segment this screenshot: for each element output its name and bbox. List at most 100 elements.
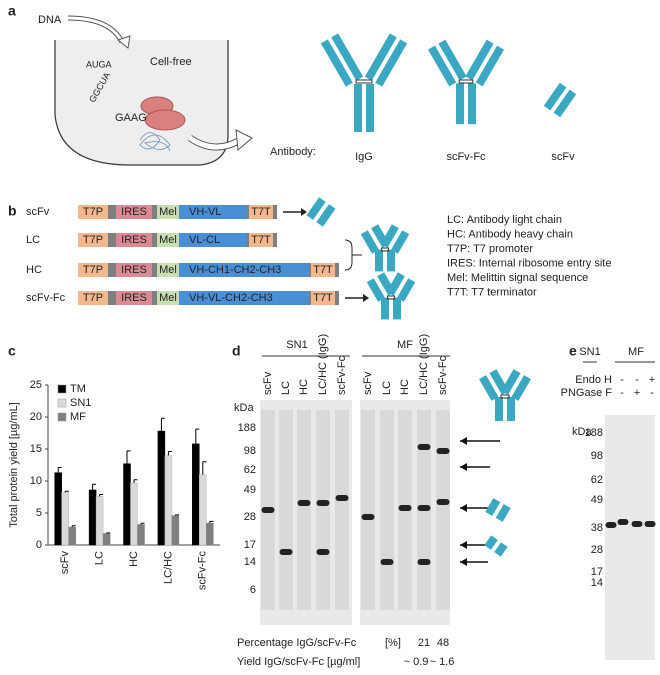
- panel-label: e: [569, 343, 577, 359]
- segment-label: Mel: [159, 292, 177, 304]
- lane-smear: [380, 410, 394, 610]
- lane-label: HC: [399, 379, 411, 395]
- marker-label: 14: [591, 577, 603, 589]
- error-bar: [209, 520, 214, 524]
- marker-label: 98: [244, 445, 256, 457]
- format-label: scFv-Fc: [446, 151, 486, 163]
- marker-label: 17: [591, 566, 603, 578]
- segment-label: T7T: [313, 292, 333, 304]
- legend-label: MF: [70, 411, 86, 423]
- bar: [88, 489, 97, 546]
- segment-label: T7T: [251, 234, 271, 246]
- segment-label: VH-VL-CH2-CH3: [189, 292, 273, 304]
- arrow-head: [460, 558, 467, 566]
- bar: [171, 515, 180, 546]
- antibody-domain: [494, 542, 508, 557]
- percentage-value: 21: [418, 637, 430, 649]
- gel-band: [335, 495, 349, 501]
- treatment-sign: -: [620, 387, 624, 399]
- gel: [605, 415, 655, 660]
- gel-band: [261, 507, 275, 513]
- segment: [179, 263, 309, 277]
- antibody-domain: [387, 249, 395, 272]
- spacer: [335, 291, 339, 305]
- gel-band: [279, 549, 293, 555]
- hinge: [380, 247, 390, 252]
- marker-label: 62: [244, 464, 256, 476]
- antibody-domain: [366, 278, 385, 302]
- legend-swatch: [57, 412, 67, 422]
- lane-label: scFv: [362, 371, 374, 395]
- bar: [157, 430, 166, 546]
- antibody-domain: [366, 84, 374, 132]
- segment: [249, 233, 273, 247]
- marker-label: 62: [591, 474, 603, 486]
- segment: [116, 233, 152, 247]
- gel-band: [644, 521, 656, 527]
- gel-band: [417, 505, 431, 511]
- bar: [164, 455, 173, 546]
- treatment-sign: -: [650, 387, 654, 399]
- spacer: [108, 291, 116, 305]
- error-bar: [133, 479, 138, 483]
- segment-label: Mel: [159, 264, 177, 276]
- cell-free-label: Cell-free: [150, 56, 192, 68]
- legend-text: T7T: T7 terminator: [447, 286, 537, 298]
- spacer: [273, 205, 277, 219]
- lane-label: LC: [381, 381, 393, 395]
- segment: [179, 205, 247, 219]
- bar: [192, 443, 200, 546]
- treatment-sign: -: [620, 374, 624, 386]
- antibody-domain: [495, 397, 503, 421]
- antibody-domain: [507, 397, 515, 421]
- gel-band: [316, 500, 330, 506]
- error-bar: [64, 490, 69, 493]
- arrow-head: [460, 463, 467, 471]
- segment-label: IRES: [121, 264, 147, 276]
- gel-band: [380, 559, 394, 565]
- gel-band: [361, 514, 375, 520]
- treatment-sign: -: [635, 374, 639, 386]
- x-tick-label: LC: [94, 551, 106, 565]
- segment-label: VH-CH1-CH2-CH3: [189, 264, 281, 276]
- legend-label: SN1: [70, 397, 91, 409]
- marker-label: 188: [585, 427, 603, 439]
- spacer: [335, 263, 339, 277]
- legend-text: T7P: T7 promoter: [447, 243, 533, 255]
- spacer: [247, 233, 249, 247]
- error-bar: [99, 493, 104, 497]
- antibody-domain: [465, 39, 494, 81]
- antibody-domain: [360, 230, 379, 254]
- antibody-drawings: [320, 33, 577, 132]
- marker-label: 49: [244, 484, 256, 496]
- dna-label: DNA: [38, 14, 62, 26]
- segment: [249, 205, 273, 219]
- segment: [179, 233, 247, 247]
- y-tick-label: 10: [30, 475, 42, 487]
- antibody-domain: [438, 39, 467, 81]
- gel-band: [297, 500, 311, 506]
- gel-band: [436, 448, 450, 454]
- segment-label: IRES: [121, 206, 147, 218]
- marker-label: 188: [238, 422, 256, 434]
- bar: [68, 526, 76, 546]
- marker-label: 17: [244, 539, 256, 551]
- legend-text: LC: Antibody light chain: [447, 214, 562, 226]
- unit-label: kDa: [572, 426, 592, 438]
- yield-value: ~ 1.6: [430, 656, 455, 668]
- bar: [102, 533, 111, 546]
- segment-label: T7T: [251, 206, 271, 218]
- y-tick-label: 0: [36, 539, 42, 551]
- bar: [206, 522, 214, 546]
- gel-band: [617, 519, 629, 525]
- sequence: AUGA: [86, 59, 112, 69]
- legend-text: IRES: Internal ribosome entry site: [447, 257, 611, 269]
- antibody-domain: [495, 504, 511, 522]
- marker-label: 49: [591, 494, 603, 506]
- spacer: [108, 205, 116, 219]
- antibody-domain: [397, 278, 416, 302]
- segment: [311, 291, 335, 305]
- antibody-label: Antibody:: [270, 146, 316, 158]
- segment: [157, 205, 179, 219]
- bar: [199, 474, 207, 546]
